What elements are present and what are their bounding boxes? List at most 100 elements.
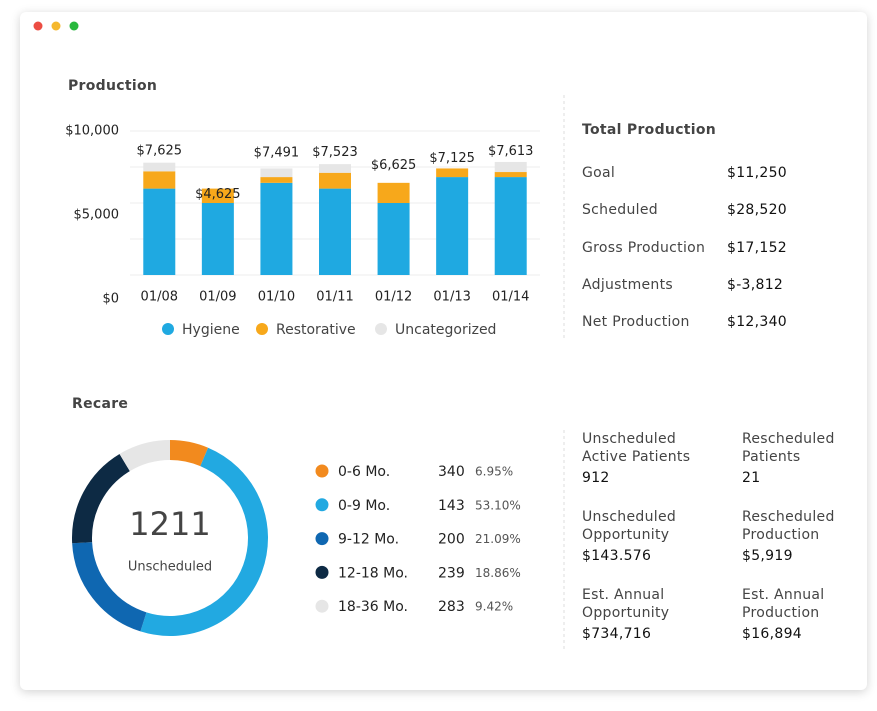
donut-segment bbox=[72, 453, 131, 544]
bar-segment bbox=[143, 171, 176, 189]
legend-swatch bbox=[256, 323, 268, 335]
legend-swatch bbox=[315, 498, 329, 512]
stat-value: $734,716 bbox=[582, 626, 652, 642]
donut-segment bbox=[140, 447, 268, 636]
donut-center-value: 1211 bbox=[129, 505, 210, 543]
count-label: 340 bbox=[438, 464, 465, 480]
x-tick-label: 01/10 bbox=[258, 290, 295, 305]
x-tick-label: 01/11 bbox=[316, 290, 353, 305]
bar-segment bbox=[143, 162, 176, 172]
legend-label: Restorative bbox=[276, 322, 356, 338]
y-tick-label: $0 bbox=[102, 292, 119, 307]
stat-label: Unscheduled Opportunity bbox=[582, 509, 677, 543]
legend-label: 0-9 Mo. bbox=[338, 498, 390, 514]
stat-value: $16,894 bbox=[742, 626, 802, 642]
stat-label: Est. Annual Production bbox=[742, 587, 825, 621]
bar-segment bbox=[143, 188, 176, 275]
x-tick-label: 01/08 bbox=[141, 290, 178, 305]
stat-value: 21 bbox=[742, 470, 761, 486]
stat-value: $143.576 bbox=[582, 548, 652, 564]
bar-total-label: $7,491 bbox=[254, 146, 300, 161]
row-value: $28,520 bbox=[727, 202, 787, 219]
donut-segment bbox=[169, 440, 209, 467]
bar-segment bbox=[319, 164, 351, 173]
row-label: Net Production bbox=[582, 314, 690, 331]
bar-segment bbox=[436, 168, 469, 178]
bar-segment bbox=[260, 168, 293, 178]
bar-total-label: $7,613 bbox=[488, 144, 534, 159]
legend-swatch bbox=[315, 565, 329, 579]
percent-label: 9.42% bbox=[475, 600, 513, 614]
count-label: 283 bbox=[438, 599, 465, 615]
count-label: 143 bbox=[438, 498, 465, 514]
bar-total-label: $7,523 bbox=[312, 145, 358, 160]
bar-segment bbox=[319, 188, 351, 275]
donut-center-label: Unscheduled bbox=[128, 560, 212, 575]
stat-item: Unscheduled Active Patients 912 bbox=[582, 430, 707, 487]
legend-swatch bbox=[375, 323, 387, 335]
legend-label: 9-12 Mo. bbox=[338, 532, 399, 548]
stat-item: Rescheduled Patients 21 bbox=[742, 430, 867, 487]
count-label: 200 bbox=[438, 532, 465, 548]
bar-segment bbox=[201, 188, 234, 203]
bar-total-label: $6,625 bbox=[371, 158, 417, 173]
stat-label: Unscheduled Active Patients bbox=[582, 431, 691, 465]
stat-item: Rescheduled Production $5,919 bbox=[742, 508, 867, 565]
row-label: Scheduled bbox=[582, 202, 658, 219]
legend-swatch bbox=[162, 323, 174, 335]
row-value: $17,152 bbox=[727, 239, 787, 256]
dashboard-card bbox=[20, 12, 867, 690]
stat-item: Unscheduled Opportunity $143.576 bbox=[582, 508, 707, 565]
window-minimize[interactable] bbox=[51, 21, 61, 31]
bar-segment bbox=[260, 177, 293, 183]
legend-label: 0-6 Mo. bbox=[338, 464, 390, 480]
bar-total-label: $7,125 bbox=[429, 151, 475, 166]
bar-segment bbox=[494, 172, 527, 178]
stat-value: $5,919 bbox=[742, 548, 793, 564]
bar-segment bbox=[377, 203, 410, 275]
bar-total-label: $7,625 bbox=[137, 144, 183, 159]
stat-value: 912 bbox=[582, 470, 610, 486]
x-tick-label: 01/13 bbox=[433, 290, 470, 305]
row-label: Adjustments bbox=[582, 276, 673, 293]
x-tick-label: 01/09 bbox=[199, 290, 236, 305]
x-tick-label: 01/12 bbox=[375, 290, 412, 305]
legend-label: 18-36 Mo. bbox=[338, 599, 408, 615]
percent-label: 21.09% bbox=[475, 532, 521, 546]
panel-title: Total Production bbox=[582, 122, 717, 138]
count-label: 239 bbox=[438, 565, 465, 581]
bar-segment bbox=[436, 177, 469, 275]
row-label: Goal bbox=[582, 165, 616, 181]
stat-label: Rescheduled Patients bbox=[742, 431, 835, 465]
section-title: Recare bbox=[72, 396, 129, 412]
percent-label: 53.10% bbox=[475, 498, 521, 512]
y-tick-label: $5,000 bbox=[74, 208, 120, 223]
bar-segment bbox=[494, 177, 527, 275]
legend-swatch bbox=[315, 599, 329, 613]
y-tick-label: $10,000 bbox=[65, 124, 119, 139]
bar-segment bbox=[201, 203, 234, 275]
row-label: Gross Production bbox=[582, 239, 706, 256]
bar-total-label: $4,625 bbox=[195, 187, 241, 202]
legend-swatch bbox=[315, 464, 329, 478]
bar-segment bbox=[319, 172, 351, 189]
section-title: Production bbox=[68, 78, 158, 94]
stat-label: Rescheduled Production bbox=[742, 509, 835, 543]
row-value: $12,340 bbox=[727, 314, 787, 331]
percent-label: 6.95% bbox=[475, 465, 513, 479]
stat-label: Est. Annual Opportunity bbox=[582, 587, 670, 621]
legend-label: 12-18 Mo. bbox=[338, 565, 408, 581]
window-maximize[interactable] bbox=[69, 21, 79, 31]
donut-segment bbox=[119, 440, 171, 472]
x-tick-label: 01/14 bbox=[492, 290, 529, 305]
row-value: $11,250 bbox=[727, 165, 787, 181]
legend-label: Uncategorized bbox=[395, 322, 496, 338]
donut-segment bbox=[72, 541, 147, 632]
window-close[interactable] bbox=[33, 21, 43, 31]
percent-label: 18.86% bbox=[475, 566, 521, 580]
stat-item: Est. Annual Production $16,894 bbox=[742, 586, 867, 643]
legend-swatch bbox=[315, 532, 329, 546]
bar-segment bbox=[260, 182, 293, 275]
